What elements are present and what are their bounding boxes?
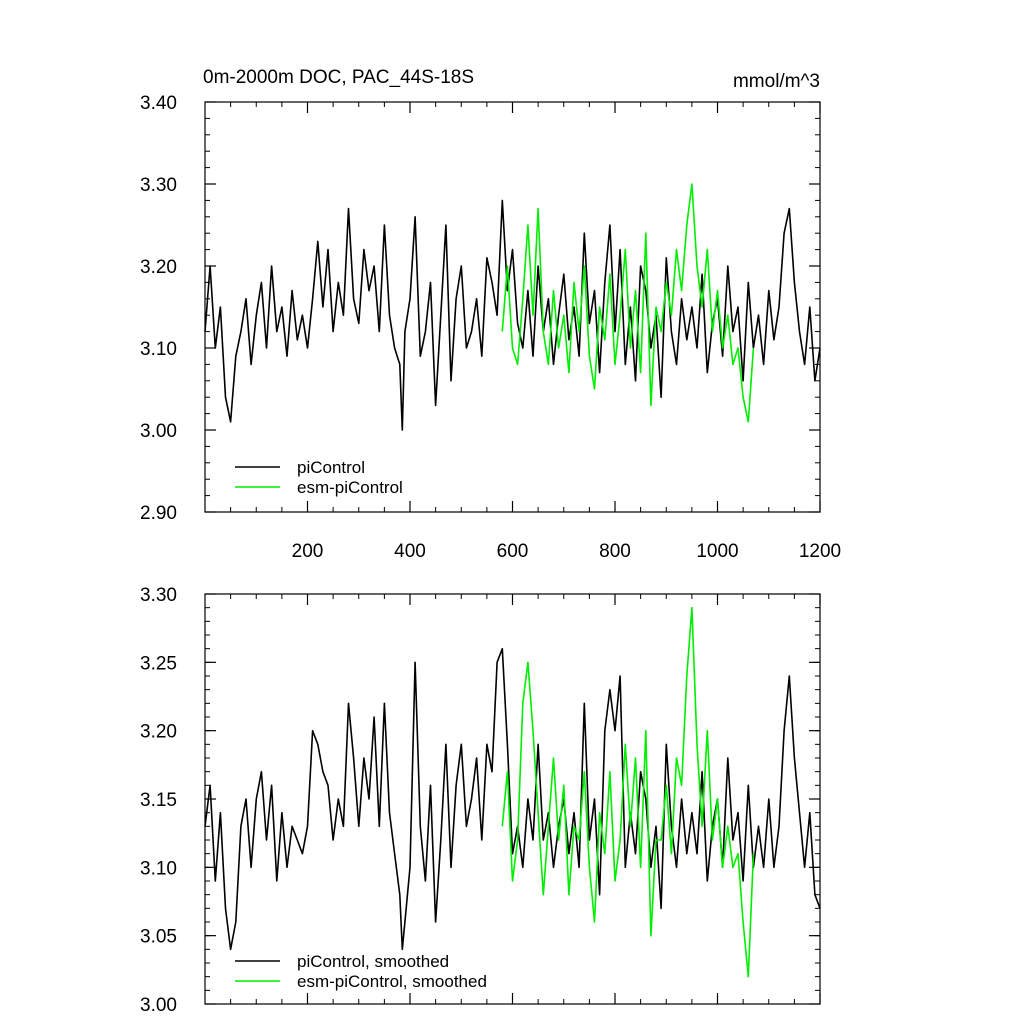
y-tick-label: 3.25 xyxy=(140,653,177,674)
x-tick-label: 200 xyxy=(292,541,324,562)
x-tick-label: 1000 xyxy=(696,541,738,562)
plot-frame xyxy=(204,101,821,513)
x-tick-label: 1200 xyxy=(799,541,841,562)
y-tick-label: 3.10 xyxy=(140,858,177,879)
top-panel: 2.90 3.00 3.10 3.20 3.30 3.40 200 400 600 800 1000… xyxy=(140,93,841,562)
y-tick-label: 2.90 xyxy=(140,503,177,524)
y-tick-label: 3.05 xyxy=(140,927,177,948)
series-line-picontrol xyxy=(204,647,821,951)
y-tick-label: 3.30 xyxy=(140,585,177,606)
y-tick-label: 3.30 xyxy=(140,175,177,196)
units-label: mmol/m^3 xyxy=(733,71,820,92)
legend-label: piControl, smoothed xyxy=(297,952,449,971)
x-tick-label: 400 xyxy=(394,541,426,562)
series-line-esm-picontrol xyxy=(501,183,755,423)
series-line-esm-picontrol xyxy=(501,606,755,978)
plot-frame xyxy=(204,593,821,1005)
legend-label: esm-piControl xyxy=(297,478,403,497)
bottom-panel: 3.00 3.05 3.10 3.15 3.20 3.25 3.30 piControl, s… xyxy=(140,585,821,1016)
y-tick-label: 3.40 xyxy=(140,93,177,114)
x-tick-label: 600 xyxy=(497,541,529,562)
chart-title: 0m-2000m DOC, PAC_44S-18S xyxy=(203,67,474,88)
y-tick-label: 3.20 xyxy=(140,722,177,743)
x-tick-label: 800 xyxy=(599,541,631,562)
legend-label: piControl xyxy=(297,458,365,477)
y-tick-label: 3.00 xyxy=(140,995,177,1016)
y-tick-label: 3.15 xyxy=(140,790,177,811)
legend-label: esm-piControl, smoothed xyxy=(297,972,487,991)
y-tick-label: 3.00 xyxy=(140,421,177,442)
y-tick-label: 3.20 xyxy=(140,257,177,278)
y-tick-label: 3.10 xyxy=(140,339,177,360)
